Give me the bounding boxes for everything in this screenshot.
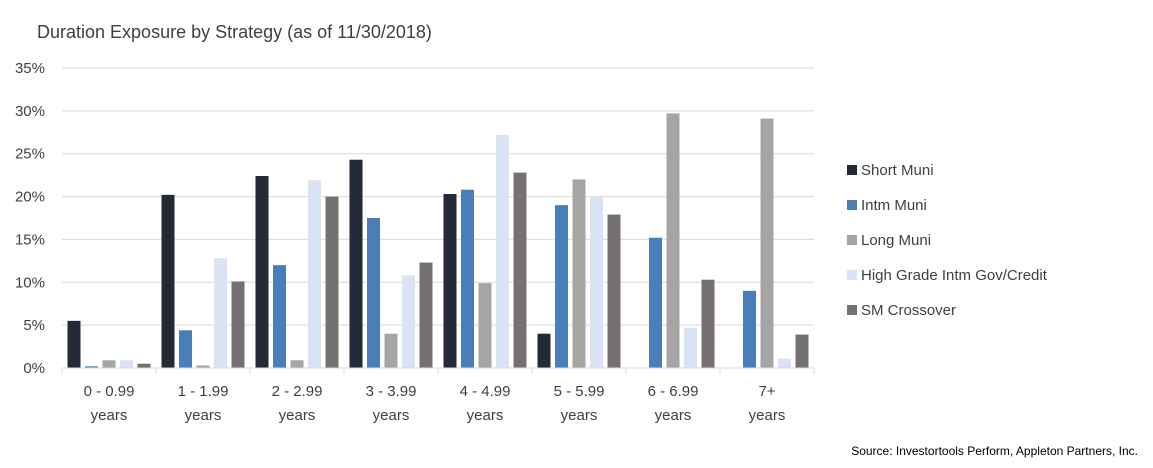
x-tick-label: years	[373, 407, 410, 424]
x-tick-label: 7+	[758, 383, 775, 400]
gridlines	[62, 67, 814, 326]
bars	[67, 113, 809, 368]
bar-high-grade-intm-gov-credit-4	[496, 134, 509, 368]
source-note: Source: Investortools Perform, Appleton …	[851, 444, 1138, 458]
y-tick-label: 35%	[15, 60, 45, 77]
bar-intm-muni-3	[367, 218, 380, 368]
legend-swatch-long-muni	[847, 235, 857, 245]
y-tick-label: 5%	[23, 317, 45, 334]
y-tick-label: 0%	[23, 360, 45, 377]
bar-sm-crossover-3	[419, 262, 433, 368]
bar-high-grade-intm-gov-credit-2	[308, 180, 321, 368]
bar-sm-crossover-4	[513, 172, 527, 368]
legend-swatch-intm-muni	[847, 200, 857, 210]
bar-short-muni-5	[537, 333, 551, 368]
legend-label-intm-muni: Intm Muni	[861, 197, 927, 214]
x-tick-label: 1 - 1.99	[178, 383, 229, 400]
bar-long-muni-5	[572, 179, 586, 368]
bar-sm-crossover-1	[231, 281, 245, 368]
legend-swatch-short-muni	[847, 165, 857, 175]
bar-short-muni-1	[161, 194, 175, 368]
x-tick-label: years	[279, 407, 316, 424]
x-axis	[61, 367, 815, 374]
y-tick-label: 25%	[15, 146, 45, 163]
bar-long-muni-7	[760, 118, 774, 368]
bar-intm-muni-5	[555, 205, 568, 368]
x-tick-label: 4 - 4.99	[460, 383, 511, 400]
chart-title: Duration Exposure by Strategy (as of 11/…	[37, 22, 432, 42]
bar-intm-muni-0	[85, 366, 98, 368]
x-tick-label: 0 - 0.99	[84, 383, 135, 400]
bar-short-muni-2	[255, 176, 269, 368]
bar-long-muni-6	[666, 113, 680, 368]
bar-long-muni-2	[290, 360, 304, 368]
bar-short-muni-4	[443, 194, 457, 368]
bar-high-grade-intm-gov-credit-0	[120, 360, 133, 368]
x-tick-label: 5 - 5.99	[554, 383, 605, 400]
bar-sm-crossover-2	[325, 196, 339, 368]
bar-intm-muni-7	[743, 290, 756, 368]
bar-intm-muni-4	[461, 189, 474, 368]
y-axis-ticks: 0% 5% 10% 15% 20% 25% 30% 35%	[15, 60, 45, 377]
bar-long-muni-3	[384, 333, 398, 368]
x-tick-label: years	[185, 407, 222, 424]
x-tick-label: 6 - 6.99	[648, 383, 699, 400]
legend-label-long-muni: Long Muni	[861, 232, 931, 249]
bar-high-grade-intm-gov-credit-3	[402, 275, 415, 368]
bar-sm-crossover-6	[701, 279, 715, 368]
x-tick-label: 3 - 3.99	[366, 383, 417, 400]
legend-swatch-high-grade-intm-gov-credit	[847, 270, 857, 280]
bar-long-muni-4	[478, 283, 492, 368]
legend: Short Muni Intm Muni Long Muni High Grade I…	[847, 162, 1048, 319]
x-tick-label: years	[749, 407, 786, 424]
bar-high-grade-intm-gov-credit-7	[778, 358, 791, 368]
bar-intm-muni-2	[273, 265, 286, 368]
x-tick-label: years	[561, 407, 598, 424]
bar-long-muni-0	[102, 360, 116, 368]
bar-short-muni-3	[349, 159, 363, 368]
x-tick-label: years	[467, 407, 504, 424]
bar-intm-muni-1	[179, 330, 192, 368]
y-tick-label: 15%	[15, 231, 45, 248]
bar-long-muni-1	[196, 365, 210, 368]
legend-label-sm-crossover: SM Crossover	[861, 302, 956, 319]
bar-high-grade-intm-gov-credit-6	[684, 327, 697, 368]
y-tick-label: 20%	[15, 189, 45, 206]
bar-sm-crossover-7	[795, 334, 809, 368]
x-tick-label: 2 - 2.99	[272, 383, 323, 400]
y-tick-label: 30%	[15, 103, 45, 120]
x-tick-label: years	[655, 407, 692, 424]
bar-sm-crossover-0	[137, 363, 151, 368]
x-axis-ticks: 0 - 0.99 years 1 - 1.99 years 2 - 2.99 years 3…	[84, 383, 786, 424]
bar-high-grade-intm-gov-credit-1	[214, 258, 227, 368]
legend-swatch-sm-crossover	[847, 305, 857, 315]
legend-label-short-muni: Short Muni	[861, 162, 934, 179]
x-tick-label: years	[91, 407, 128, 424]
legend-label-high-grade-intm-gov-credit: High Grade Intm Gov/Credit	[861, 267, 1048, 284]
bar-high-grade-intm-gov-credit-5	[590, 196, 603, 368]
bar-sm-crossover-5	[607, 214, 621, 368]
y-tick-label: 10%	[15, 274, 45, 291]
bar-short-muni-0	[67, 320, 81, 368]
bar-intm-muni-6	[649, 237, 662, 368]
